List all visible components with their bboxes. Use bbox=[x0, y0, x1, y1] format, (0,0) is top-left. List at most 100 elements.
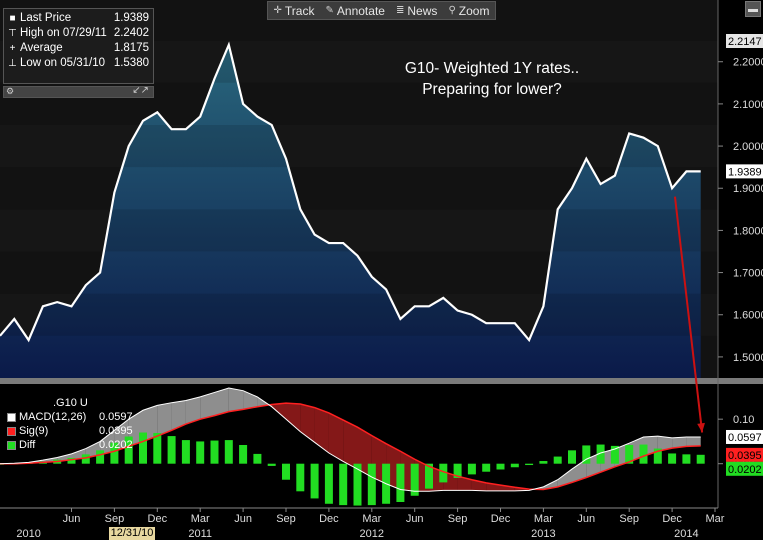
diff-bar bbox=[224, 440, 233, 464]
y-tick-label: 2.0000 bbox=[733, 141, 763, 153]
high-label: High on 07/29/11 bbox=[20, 27, 107, 39]
diff-bar bbox=[296, 463, 305, 492]
resize-arrows-icon[interactable]: ↙↗ bbox=[132, 85, 149, 96]
year-label: 2013 bbox=[531, 528, 555, 540]
diff-bar bbox=[110, 442, 119, 464]
x-tick-label: Mar bbox=[706, 513, 725, 525]
macd-signal-ribbon bbox=[657, 436, 673, 452]
arrow-shaft bbox=[673, 196, 704, 433]
y-tick-label: 1.9000 bbox=[733, 183, 763, 195]
diff-bar bbox=[153, 432, 162, 464]
x-tick-label: Dec bbox=[148, 513, 168, 525]
track-label: Track bbox=[284, 3, 315, 18]
diff-value-tag: 0.0202 bbox=[728, 464, 762, 476]
diff-bar bbox=[625, 444, 634, 464]
diff-bar bbox=[81, 454, 90, 464]
diff-bar bbox=[239, 444, 248, 464]
legend-resize-bar[interactable]: ⚙ ↙↗ bbox=[3, 85, 154, 98]
macd-swatch bbox=[7, 412, 16, 422]
red-arrow bbox=[673, 196, 705, 433]
diff-bar bbox=[339, 463, 348, 506]
arrow-head bbox=[697, 422, 705, 433]
x-tick-label: Sep bbox=[448, 513, 468, 525]
macd-signal-ribbon bbox=[214, 388, 229, 416]
diff-bar bbox=[553, 456, 562, 464]
low-label: Low on 05/31/10 bbox=[20, 57, 106, 69]
chart-annotation: G10- Weighted 1Y rates.. Preparing for l… bbox=[397, 58, 587, 100]
x-tick-label: Dec bbox=[491, 513, 511, 525]
diff-bar bbox=[196, 441, 205, 464]
diff-label: Diff bbox=[19, 439, 36, 451]
low-marker-icon: ⊥ bbox=[8, 58, 17, 69]
zoom-label: Zoom bbox=[458, 3, 490, 18]
minimize-icon: ▬ bbox=[748, 4, 758, 15]
diff-bar bbox=[282, 463, 290, 480]
annotate-label: Annotate bbox=[336, 3, 385, 18]
annotate-button[interactable]: ✎ Annotate bbox=[326, 4, 385, 18]
year-label: 2012 bbox=[360, 528, 384, 540]
window-minimize-button[interactable]: ▬ bbox=[745, 1, 761, 17]
area-stratum bbox=[0, 293, 718, 336]
diff-bar bbox=[653, 448, 662, 464]
macd-signal-ribbon bbox=[686, 436, 701, 447]
x-tick-label: Jun bbox=[406, 513, 424, 525]
macd-signal-ribbon bbox=[171, 400, 186, 431]
x-tick-label: Mar bbox=[362, 513, 381, 525]
average-marker-icon: + bbox=[9, 43, 16, 54]
legend-row-average: + Average 1.8175 bbox=[8, 41, 149, 56]
x-tick-label: Mar bbox=[191, 513, 210, 525]
y-tick-label: 1.6000 bbox=[733, 310, 763, 322]
macd-signal-ribbon bbox=[572, 459, 587, 483]
legend-row-diff: Diff 0.0202 bbox=[7, 438, 133, 452]
diff-bar bbox=[568, 450, 576, 464]
annotation-line-1: G10- Weighted 1Y rates.. bbox=[404, 60, 580, 77]
diff-bar bbox=[324, 463, 333, 504]
average-label: Average bbox=[20, 42, 63, 54]
diff-bar bbox=[267, 463, 276, 466]
diff-bar bbox=[139, 432, 147, 464]
diff-bar bbox=[668, 453, 677, 464]
zoom-button[interactable]: ⚲ Zoom bbox=[448, 4, 489, 18]
white-square-icon: ■ bbox=[9, 13, 16, 24]
macd-signal-ribbon bbox=[157, 402, 172, 437]
last-value-tag: 1.9389 bbox=[728, 166, 762, 178]
diff-bar bbox=[696, 454, 705, 464]
macd-value-tag-bg bbox=[726, 429, 763, 444]
year-label: 2011 bbox=[188, 528, 212, 540]
news-icon: ≣ bbox=[396, 5, 405, 16]
sig-value-tag-bg bbox=[726, 447, 763, 462]
diff-bar bbox=[210, 440, 219, 464]
track-button[interactable]: ✛ Track bbox=[274, 4, 315, 18]
year-label: 2014 bbox=[674, 528, 698, 540]
macd-signal-ribbon bbox=[343, 420, 358, 470]
last-price-label: Last Price bbox=[20, 12, 72, 24]
macd-signal-ribbon bbox=[672, 436, 687, 449]
macd-signal-ribbon bbox=[328, 412, 344, 462]
gear-icon[interactable]: ⚙ bbox=[6, 86, 15, 96]
macd-legend-title: .G10 U bbox=[53, 397, 88, 409]
x-tick-label: Dec bbox=[319, 513, 339, 525]
macd-signal-ribbon bbox=[243, 390, 258, 410]
x-tick-label: Sep bbox=[619, 513, 639, 525]
price-legend: ■ Last Price 1.9389 ⊤ High on 07/29/11 2.2… bbox=[3, 8, 154, 84]
x-tick-label: Sep bbox=[105, 513, 125, 525]
diff-bar bbox=[525, 463, 534, 466]
diff-bar bbox=[410, 463, 419, 496]
high-value-tag: 2.2147 bbox=[728, 36, 762, 48]
macd-signal-ribbon bbox=[143, 405, 158, 442]
diff-bar bbox=[482, 463, 491, 472]
legend-row-low: ⊥ Low on 05/31/10 1.5380 bbox=[8, 56, 149, 71]
diff-bar bbox=[682, 454, 691, 464]
diff-value-tag-bg bbox=[726, 461, 763, 476]
diff-bar bbox=[310, 463, 319, 499]
diff-swatch bbox=[7, 440, 16, 450]
news-button[interactable]: ≣ News bbox=[396, 4, 437, 18]
legend-row-sig: Sig(9) 0.0395 bbox=[7, 424, 133, 438]
price-area-fill bbox=[0, 44, 701, 379]
y-tick-label: 2.1000 bbox=[733, 99, 763, 111]
macd-label: MACD(12,26) bbox=[19, 411, 87, 423]
macd-legend: .G10 U MACD(12,26) 0.0597 Sig(9) 0.0395 … bbox=[7, 396, 133, 452]
